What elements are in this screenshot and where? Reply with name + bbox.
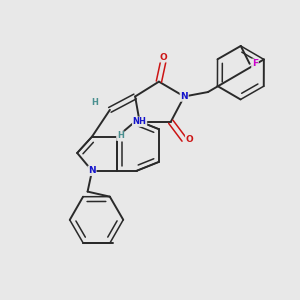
Text: H: H [117, 131, 124, 140]
Text: N: N [180, 92, 188, 101]
Text: N: N [88, 166, 96, 175]
Text: NH: NH [133, 117, 146, 126]
Text: O: O [160, 53, 167, 62]
Text: H: H [92, 98, 98, 107]
Text: O: O [186, 135, 194, 144]
Text: F: F [252, 59, 258, 68]
